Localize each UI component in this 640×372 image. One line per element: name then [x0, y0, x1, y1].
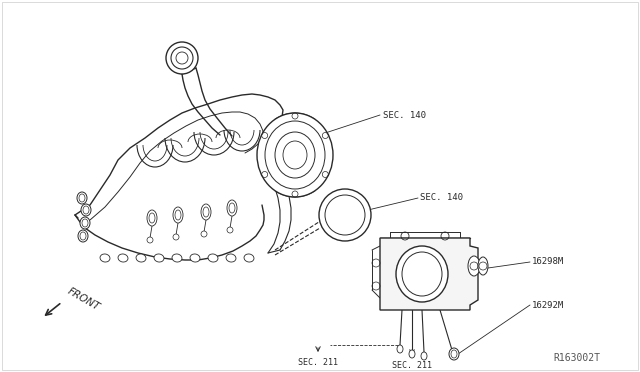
Ellipse shape [80, 217, 90, 229]
Ellipse shape [190, 254, 200, 262]
Ellipse shape [257, 113, 333, 197]
Ellipse shape [147, 237, 153, 243]
Text: SEC. 211: SEC. 211 [392, 361, 432, 370]
Text: R163002T: R163002T [553, 353, 600, 363]
Ellipse shape [118, 254, 128, 262]
Ellipse shape [208, 254, 218, 262]
Ellipse shape [147, 210, 157, 226]
Ellipse shape [201, 204, 211, 220]
Ellipse shape [319, 189, 371, 241]
Ellipse shape [100, 254, 110, 262]
Ellipse shape [421, 352, 427, 360]
Ellipse shape [244, 254, 254, 262]
Ellipse shape [201, 231, 207, 237]
Text: SEC. 140: SEC. 140 [420, 193, 463, 202]
Text: FRONT: FRONT [66, 286, 102, 312]
Ellipse shape [173, 207, 183, 223]
Ellipse shape [226, 254, 236, 262]
Ellipse shape [136, 254, 146, 262]
Ellipse shape [154, 254, 164, 262]
Ellipse shape [468, 256, 480, 276]
Polygon shape [380, 238, 478, 310]
Ellipse shape [478, 257, 488, 275]
Ellipse shape [77, 192, 87, 204]
Ellipse shape [166, 42, 198, 74]
Ellipse shape [397, 345, 403, 353]
Ellipse shape [409, 350, 415, 358]
Ellipse shape [172, 254, 182, 262]
Ellipse shape [81, 204, 91, 216]
Ellipse shape [449, 348, 459, 360]
Ellipse shape [173, 234, 179, 240]
Text: SEC. 211: SEC. 211 [298, 358, 338, 367]
Ellipse shape [227, 200, 237, 216]
Ellipse shape [396, 246, 448, 302]
Text: 16298M: 16298M [532, 257, 564, 266]
Ellipse shape [78, 230, 88, 242]
Text: SEC. 140: SEC. 140 [383, 110, 426, 119]
Text: 16292M: 16292M [532, 301, 564, 310]
Ellipse shape [227, 227, 233, 233]
